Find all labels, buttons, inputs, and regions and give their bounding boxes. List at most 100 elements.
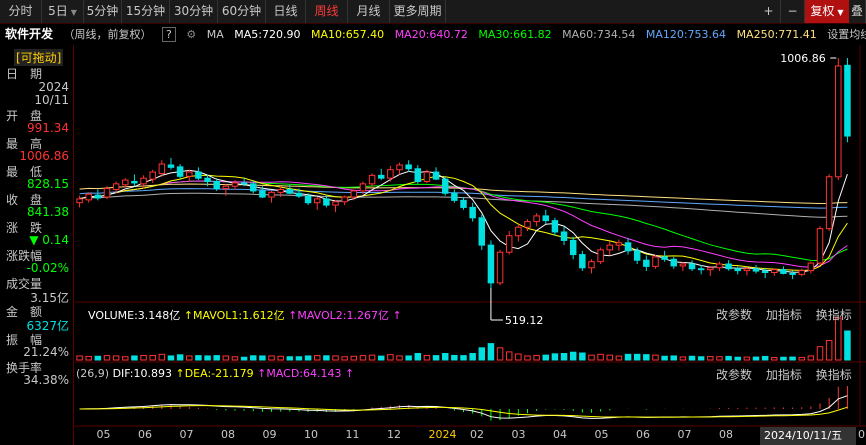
- drag-tag[interactable]: [可拖动]: [14, 49, 64, 66]
- ma5-line: [79, 169, 848, 273]
- x-axis-month-label: 02: [470, 428, 484, 441]
- gear-icon[interactable]: ⚙: [186, 28, 197, 41]
- volume-bar: [624, 353, 632, 361]
- volume-bar: [460, 355, 467, 361]
- candle-body: [368, 174, 376, 185]
- volume-bar: [789, 356, 796, 361]
- chart-mode: （周线，前复权）: [63, 28, 152, 41]
- candle-body: [661, 256, 668, 260]
- macd-value: MACD:64.143: [266, 367, 342, 380]
- min-price-label: 519.12: [505, 314, 544, 327]
- x-axis-month-label: 08: [719, 428, 733, 441]
- volume-tools: 改参数 加指标 换指标: [706, 306, 852, 323]
- period-tab-3[interactable]: 15分钟: [122, 0, 170, 23]
- volume-switch-indicator-button[interactable]: 换指标: [815, 308, 852, 322]
- axis-last-label: 0: [858, 428, 865, 441]
- period-tab-4[interactable]: 30分钟: [170, 0, 218, 23]
- x-axis-month-label: 09: [263, 428, 277, 441]
- macd-add-indicator-button[interactable]: 加指标: [765, 368, 802, 382]
- volume-bar: [469, 353, 476, 361]
- volume-bar: [752, 356, 760, 361]
- candle-body: [697, 268, 705, 271]
- candle-body: [432, 171, 440, 180]
- volume-bar: [204, 355, 211, 361]
- period-tab-6[interactable]: 日线: [266, 0, 306, 23]
- volume-bar: [551, 353, 559, 361]
- x-axis-month-label: 04: [553, 428, 567, 441]
- zoom-out-button[interactable]: −: [781, 0, 805, 23]
- candle-body: [451, 192, 458, 201]
- macd-switch-indicator-button[interactable]: 换指标: [815, 368, 852, 382]
- volume-edit-params-button[interactable]: 改参数: [716, 308, 753, 322]
- candle-body: [569, 239, 577, 256]
- ma-info-bar: 软件开发 （周线，前复权） ? ⚙ MA MA5:720.90 MA10:657…: [0, 24, 866, 44]
- volume-bar: [341, 356, 348, 361]
- x-axis-month-label: 07: [180, 428, 194, 441]
- candle-body: [807, 262, 815, 272]
- fuquan-button[interactable]: 复权 ▼: [805, 0, 849, 23]
- x-axis-month-label: 08: [221, 428, 235, 441]
- ma30-value: MA30:661.82: [478, 28, 552, 41]
- amplitude-label: 振 幅: [6, 333, 43, 347]
- candle-body: [606, 244, 614, 251]
- period-tab-0[interactable]: 分时: [0, 0, 42, 23]
- ma-label: MA: [206, 28, 224, 41]
- candle-body: [679, 263, 687, 267]
- candle-body: [469, 206, 476, 219]
- ma-settings-link[interactable]: 设置均线: [827, 28, 866, 41]
- candle-body: [405, 164, 412, 170]
- candle-body: [341, 196, 348, 203]
- change-label: 涨 跌: [6, 221, 43, 235]
- x-axis-month-label: 06: [138, 428, 152, 441]
- zoom-in-button[interactable]: +: [757, 0, 781, 23]
- candle-body: [670, 258, 677, 267]
- period-tab-1[interactable]: 5日 ▼: [42, 0, 84, 23]
- volume-bar: [597, 353, 604, 361]
- candle-body: [496, 251, 504, 284]
- turnover-value: 34.38%: [23, 373, 69, 387]
- period-tab-label: 分时: [8, 4, 33, 18]
- macd-legend: (26,9) DIF:10.893 ↑DEA:-21.179 ↑MACD:64.…: [76, 367, 355, 380]
- period-tab-label: 60分钟: [221, 4, 262, 18]
- period-tab-2[interactable]: 5分钟: [84, 0, 122, 23]
- volume-bar: [240, 356, 248, 361]
- mavol2-value: MAVOL2:1.267亿: [297, 309, 389, 322]
- volume-bar: [825, 340, 833, 361]
- period-tab-label: 月线: [356, 4, 381, 18]
- candle-body: [377, 174, 385, 179]
- candle-body: [323, 198, 330, 206]
- period-tab-8[interactable]: 月线: [348, 0, 390, 23]
- high-label: 最 高: [6, 137, 43, 151]
- volume-bar: [259, 355, 266, 361]
- volume-add-indicator-button[interactable]: 加指标: [765, 308, 802, 322]
- ma10-value: MA10:657.40: [310, 28, 385, 41]
- period-tab-5[interactable]: 60分钟: [218, 0, 266, 23]
- candle-body: [231, 182, 239, 187]
- volume-bar: [140, 354, 147, 361]
- candle-body: [533, 215, 540, 223]
- candle-body: [798, 270, 805, 275]
- volume-bar: [323, 355, 330, 361]
- volume-bar: [734, 356, 741, 361]
- amplitude-value: 21.24%: [23, 345, 69, 359]
- chevron-down-icon: ▼: [837, 8, 844, 17]
- candle-body: [515, 226, 522, 237]
- volume-bar: [542, 354, 550, 361]
- volume-bar: [268, 355, 275, 361]
- volume-bar: [368, 354, 376, 361]
- volume-bar: [761, 355, 769, 361]
- macd-edit-params-button[interactable]: 改参数: [716, 368, 753, 382]
- candle-body: [597, 249, 604, 263]
- candle-body: [624, 242, 632, 252]
- volume-bar: [304, 355, 312, 361]
- help-icon[interactable]: ?: [162, 27, 176, 42]
- dif-value: DIF:10.893: [112, 367, 172, 380]
- volume-bar: [176, 354, 184, 361]
- candle-body: [725, 263, 732, 270]
- volume-bar: [195, 355, 202, 361]
- period-tab-7[interactable]: 周线: [306, 0, 348, 23]
- macd-params: (26,9): [76, 367, 110, 380]
- volume-label: 成交量: [6, 277, 43, 291]
- candle-body: [186, 171, 193, 177]
